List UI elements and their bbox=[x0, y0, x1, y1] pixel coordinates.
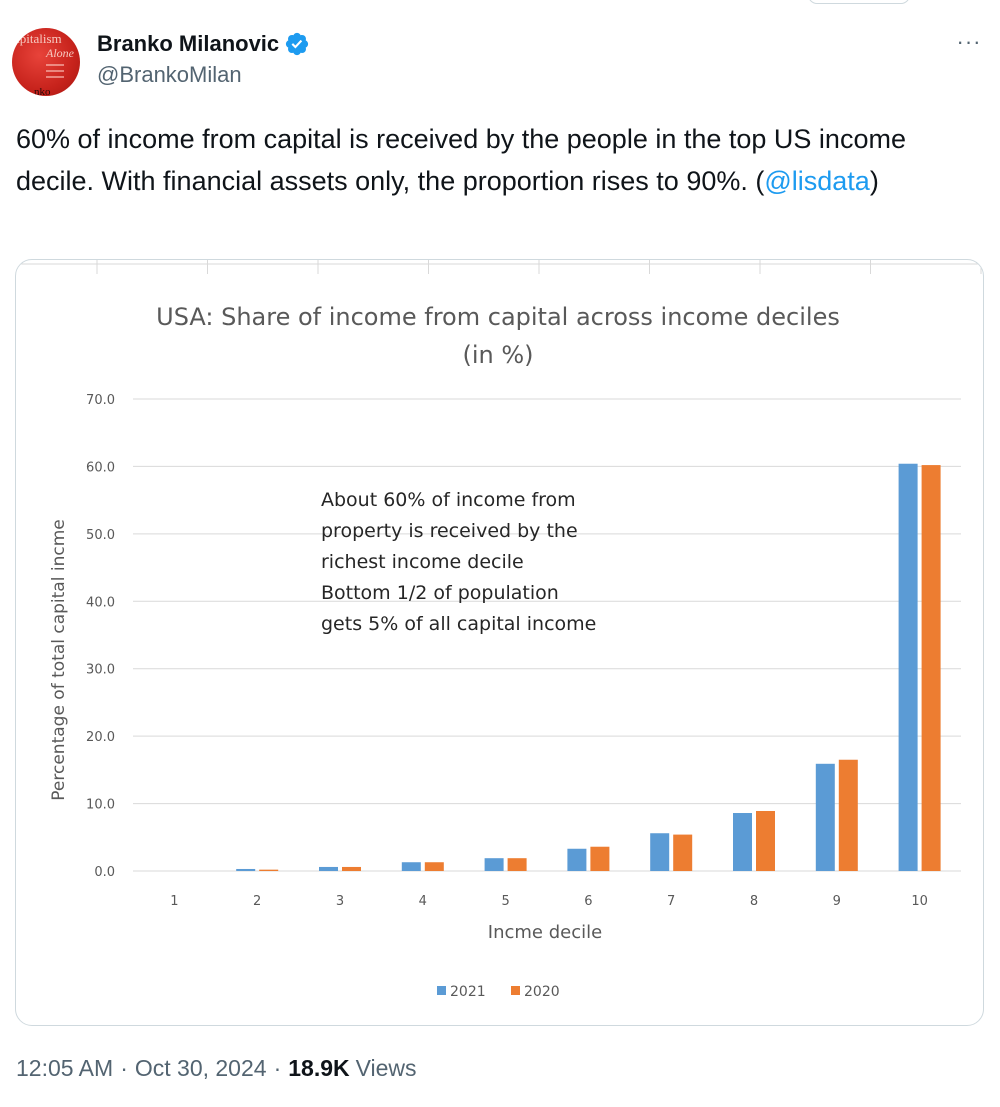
avatar-text: Alone bbox=[46, 46, 74, 60]
y-axis-label: Percentage of total capital incme bbox=[49, 519, 69, 800]
x-tick-label: 6 bbox=[584, 894, 592, 909]
annotation-line: richest income decile bbox=[321, 551, 524, 573]
x-tick-label: 5 bbox=[501, 894, 509, 909]
separator-dot: · bbox=[273, 1055, 282, 1081]
bar-2020-decile-5 bbox=[507, 858, 527, 871]
bar-2020-decile-9 bbox=[838, 759, 858, 871]
bar-2021-decile-3 bbox=[319, 866, 338, 871]
y-tick-label: 70.0 bbox=[86, 393, 115, 408]
y-tick-label: 40.0 bbox=[86, 595, 115, 610]
avatar-text: nko bbox=[34, 86, 51, 96]
views-label: Views bbox=[355, 1055, 417, 1081]
more-options-icon[interactable]: ··· bbox=[956, 29, 982, 54]
annotation-line: gets 5% of all capital income bbox=[321, 613, 596, 635]
bar-2020-decile-4 bbox=[424, 862, 444, 871]
bar-2021-decile-8 bbox=[733, 813, 752, 871]
bar-2020-decile-2 bbox=[259, 869, 279, 871]
y-tick-label: 50.0 bbox=[86, 528, 115, 543]
x-tick-label: 2 bbox=[253, 894, 261, 909]
legend-swatch-2020 bbox=[511, 986, 520, 995]
tweet-text-body: 60% of income from capital is received b… bbox=[16, 124, 906, 196]
annotation-line: Bottom 1/2 of population bbox=[321, 582, 559, 604]
x-tick-label: 3 bbox=[336, 894, 344, 909]
bar-2021-decile-7 bbox=[650, 833, 670, 871]
chart-subtitle: (in %) bbox=[462, 341, 533, 369]
display-name[interactable]: Branko Milanovic bbox=[97, 31, 280, 56]
tweet-image[interactable]: USA: Share of income from capital across… bbox=[15, 259, 984, 1026]
avatar-line bbox=[46, 70, 64, 72]
y-tick-label: 0.0 bbox=[94, 865, 115, 880]
legend-swatch-2021 bbox=[437, 986, 446, 995]
bar-2020-decile-3 bbox=[342, 866, 361, 871]
annotation-line: property is received by the bbox=[321, 520, 578, 542]
bar-chart: USA: Share of income from capital across… bbox=[16, 260, 983, 1000]
x-tick-label: 8 bbox=[750, 894, 758, 909]
bar-2020-decile-6 bbox=[590, 846, 610, 871]
top-pill bbox=[808, 0, 910, 4]
x-tick-label: 7 bbox=[667, 894, 675, 909]
chart-legend: 2021 2020 bbox=[437, 984, 560, 1000]
y-tick-label: 20.0 bbox=[86, 730, 115, 745]
legend-label-2021: 2021 bbox=[450, 984, 486, 1000]
bar-2020-decile-10 bbox=[921, 465, 941, 871]
x-tick-label: 4 bbox=[419, 894, 427, 909]
author-handle[interactable]: @BrankoMilan bbox=[97, 62, 242, 87]
chart-title: USA: Share of income from capital across… bbox=[156, 303, 840, 331]
bar-2021-decile-10 bbox=[898, 463, 918, 871]
chart-bars bbox=[236, 463, 941, 871]
y-tick-label: 10.0 bbox=[86, 798, 115, 813]
image-top-border bbox=[16, 260, 983, 274]
mention-link[interactable]: @lisdata bbox=[764, 166, 870, 196]
verified-badge-icon[interactable] bbox=[284, 31, 310, 57]
tweet-time[interactable]: 12:05 AM bbox=[16, 1055, 114, 1081]
separator-dot: · bbox=[120, 1055, 128, 1081]
views-count: 18.9K bbox=[288, 1055, 350, 1081]
x-tick-label: 9 bbox=[833, 894, 841, 909]
chart-annotation: About 60% of income from property is rece… bbox=[321, 489, 596, 635]
tweet-footer: 12:05 AM · Oct 30, 2024 · 18.9K Views bbox=[16, 1055, 417, 1082]
x-axis-label: Incme decile bbox=[488, 922, 602, 943]
tweet-date[interactable]: Oct 30, 2024 bbox=[134, 1055, 267, 1081]
y-tick-label: 60.0 bbox=[86, 460, 115, 475]
annotation-line: About 60% of income from bbox=[321, 489, 576, 511]
bar-2020-decile-7 bbox=[673, 834, 693, 871]
avatar-line bbox=[46, 76, 64, 78]
tweet-text: 60% of income from capital is received b… bbox=[16, 118, 966, 202]
bar-2021-decile-2 bbox=[236, 868, 256, 871]
bar-2021-decile-9 bbox=[815, 763, 835, 871]
y-axis-ticks: 0.0 10.0 20.0 30.0 40.0 50.0 60.0 70.0 bbox=[86, 393, 115, 880]
avatar[interactable]: apitalism Alone nko bbox=[12, 28, 80, 96]
chart-gridlines bbox=[133, 398, 961, 872]
bar-2021-decile-5 bbox=[484, 858, 504, 871]
author-name-row: Branko Milanovic bbox=[97, 28, 310, 60]
x-axis-ticks: 1 2 3 4 5 6 7 8 9 10 bbox=[170, 894, 928, 909]
tweet-text-tail: ) bbox=[869, 166, 879, 196]
avatar-text: apitalism bbox=[14, 31, 62, 46]
x-tick-label: 1 bbox=[170, 894, 178, 909]
bar-2021-decile-6 bbox=[567, 848, 587, 871]
bar-2021-decile-4 bbox=[401, 862, 421, 871]
bar-2020-decile-8 bbox=[756, 810, 775, 871]
avatar-line bbox=[46, 64, 64, 66]
y-tick-label: 30.0 bbox=[86, 663, 115, 678]
x-tick-label: 10 bbox=[911, 894, 928, 909]
legend-label-2020: 2020 bbox=[524, 984, 560, 1000]
